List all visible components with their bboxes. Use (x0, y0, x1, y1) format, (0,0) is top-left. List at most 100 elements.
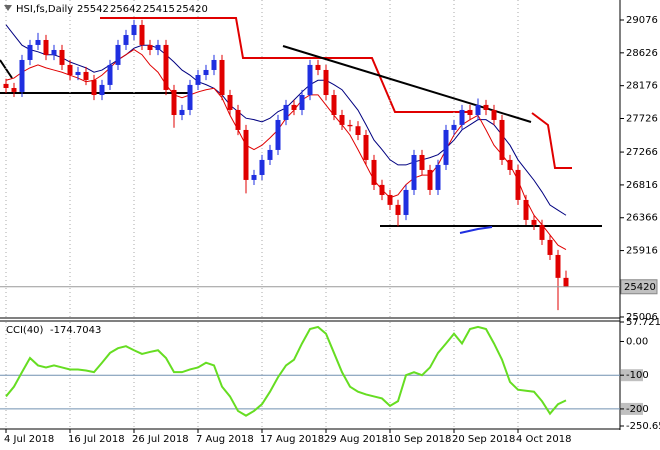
candle-body (355, 126, 361, 135)
candle-body (475, 104, 481, 115)
candle-body (507, 159, 513, 170)
candle-body (275, 119, 281, 150)
candle-body (379, 184, 385, 195)
y-tick-label: 0.00 (626, 336, 648, 347)
candle-body (219, 59, 225, 96)
x-tick-label: 16 Jul 2018 (68, 434, 125, 445)
candle-body (323, 69, 329, 96)
trend-line (282, 45, 532, 123)
step-line (459, 226, 493, 234)
candle-body (363, 134, 369, 160)
candle-body (555, 254, 561, 278)
candle-body (339, 114, 345, 125)
candle-body (179, 109, 185, 115)
candle-body (291, 104, 297, 110)
step-line (531, 112, 572, 169)
y-tick-label: 26366 (626, 213, 658, 224)
x-tick-label: 4 Oct 2018 (516, 434, 571, 445)
candle-body (483, 104, 489, 110)
x-tick-label: 4 Jul 2018 (4, 434, 54, 445)
candle-body (443, 129, 449, 165)
candle-body (163, 44, 169, 90)
candle-body (315, 64, 321, 70)
candle-body (155, 44, 161, 50)
candle-body (435, 164, 441, 190)
candle-body (115, 44, 121, 65)
drawings (0, 0, 602, 429)
open-value: 25542 (77, 4, 109, 15)
candle-body (171, 89, 177, 115)
candle-body (427, 169, 433, 190)
candle-body (531, 219, 537, 225)
indicator-line (5, 325, 567, 417)
candle-body (251, 174, 257, 180)
y-tick-label: 57.7214 (626, 317, 660, 328)
tick-label-box (621, 369, 643, 382)
candle-body (347, 124, 353, 127)
candle-body (67, 64, 73, 76)
candle-body (387, 194, 393, 205)
x-tick-label: 7 Aug 2018 (196, 434, 254, 445)
candle-body (403, 189, 409, 215)
chart-title: HSI,fs,Daily (16, 4, 73, 15)
candle-body (59, 49, 65, 65)
candle-body (235, 109, 241, 130)
y-tick-label: -100 (626, 370, 649, 381)
candle-body (467, 109, 473, 115)
tick-label-box (621, 402, 643, 415)
candle-body (499, 119, 505, 160)
candle-body (259, 159, 265, 175)
x-tick-label: 17 Aug 2018 (260, 434, 324, 445)
high-value: 25642 (110, 4, 142, 15)
trend-line (0, 59, 13, 79)
header-icon (4, 5, 12, 11)
candle-body (147, 44, 153, 50)
y-tick-label: 25916 (626, 246, 658, 257)
candle-body (243, 129, 249, 180)
candle-body (91, 79, 97, 96)
candle-body (563, 277, 569, 287)
candle-body (547, 239, 553, 255)
y-tick-label: 29076 (626, 15, 658, 26)
candle-body (83, 71, 89, 80)
candle-body (203, 69, 209, 76)
step-line (100, 17, 470, 113)
candle-body (491, 109, 497, 120)
candle-body (523, 199, 529, 220)
candle-body (11, 88, 17, 92)
candle-body (19, 59, 25, 92)
candle-body (299, 95, 305, 110)
candle-body (75, 71, 81, 76)
indicator-value: -174.7043 (50, 325, 101, 336)
candle-body (27, 44, 33, 60)
candle-body (211, 59, 217, 70)
candle-body (107, 64, 113, 85)
y-tick-label: -200 (626, 404, 649, 415)
candle-body (419, 154, 425, 170)
price-label: 25420 (624, 282, 656, 293)
candle-body (515, 169, 521, 200)
y-tick-label: 25006 (626, 312, 658, 323)
candle-body (131, 24, 137, 36)
candle-body (43, 39, 49, 56)
candle-body (395, 204, 401, 215)
candle-body (451, 124, 457, 130)
candle-body (371, 159, 377, 185)
y-tick-label: 28626 (626, 48, 658, 59)
price-label-box (620, 279, 658, 295)
y-tick-label: 28176 (626, 81, 658, 92)
y-tick-label: 27726 (626, 114, 658, 125)
low-value: 25415 (143, 4, 175, 15)
candle-body (99, 84, 105, 96)
candle-body (139, 24, 145, 45)
candle-body (123, 35, 129, 45)
x-tick-label: 10 Sep 2018 (388, 434, 451, 445)
y-tick-label: 27266 (626, 147, 658, 158)
y-tick-label: 26816 (626, 180, 658, 191)
candle-body (35, 39, 41, 45)
candle-body (411, 154, 417, 190)
y-tick-label: -250.650 (626, 421, 660, 432)
x-tick-label: 20 Sep 2018 (452, 434, 515, 445)
candle-body (227, 95, 233, 110)
